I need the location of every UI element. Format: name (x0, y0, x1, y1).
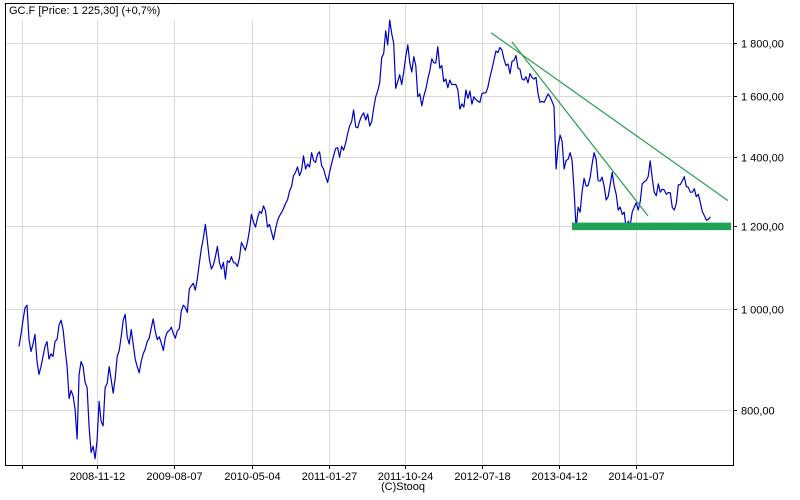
copyright-label: (C)Stooq (380, 481, 426, 493)
x-tick-label: 2013-04-12 (531, 471, 587, 483)
chart-title: GC.F [Price: 1 225,30] (+0,7%) (9, 5, 297, 21)
y-tick-label: 1 400,00 (741, 153, 784, 165)
x-tick-label: 2011-01-27 (302, 471, 357, 483)
x-tick-label: 2014-01-07 (608, 471, 664, 483)
price-line (18, 19, 711, 460)
x-tick-label: 2011-10-24 (378, 471, 433, 483)
y-tick-label: 800,00 (741, 406, 775, 418)
plot-border (5, 3, 734, 466)
y-tick-label: 1 800,00 (741, 39, 784, 51)
trendline (490, 32, 729, 202)
x-tick-label: 2009-08-07 (146, 471, 202, 483)
y-tick-label: 1 000,00 (741, 305, 784, 317)
trendline (511, 41, 649, 217)
x-tick-label: 2008-11-12 (70, 471, 125, 483)
y-tick-label: 1 600,00 (741, 92, 784, 104)
y-tick-label: 1 200,00 (741, 222, 784, 234)
x-tick-label: 2012-07-18 (454, 471, 510, 483)
x-tick-label: 2010-05-04 (224, 471, 280, 483)
